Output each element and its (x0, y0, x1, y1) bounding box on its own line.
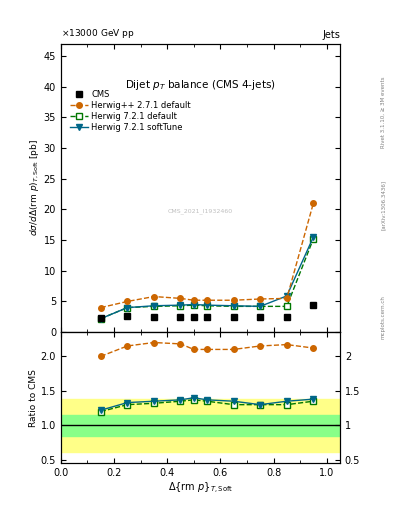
Y-axis label: Ratio to CMS: Ratio to CMS (29, 369, 38, 426)
Herwig 7.2.1 softTune (258, 303, 263, 309)
Herwig 7.2.1 default (125, 305, 130, 311)
Herwig 7.2.1 default (205, 303, 209, 309)
CMS (231, 314, 236, 320)
CMS (125, 313, 130, 319)
Herwig 7.2.1 default (311, 236, 316, 242)
Herwig++ 2.7.1 default (152, 293, 156, 300)
Bar (61, 415, 340, 436)
Herwig 7.2.1 softTune (191, 302, 196, 308)
Text: CMS_2021_I1932460: CMS_2021_I1932460 (168, 208, 233, 214)
CMS (205, 314, 209, 320)
Herwig++ 2.7.1 default (125, 298, 130, 305)
Herwig 7.2.1 default (191, 302, 196, 308)
CMS (152, 314, 156, 320)
Herwig++ 2.7.1 default (191, 297, 196, 303)
Herwig++ 2.7.1 default (205, 297, 209, 303)
Herwig++ 2.7.1 default (285, 295, 289, 302)
Text: [arXiv:1306.3436]: [arXiv:1306.3436] (381, 180, 386, 230)
Herwig 7.2.1 softTune (311, 234, 316, 240)
Line: Herwig 7.2.1 default: Herwig 7.2.1 default (98, 236, 316, 322)
Herwig++ 2.7.1 default (311, 200, 316, 206)
Text: $\times$13000 GeV pp: $\times$13000 GeV pp (61, 27, 134, 40)
Herwig 7.2.1 default (178, 303, 183, 309)
Line: CMS: CMS (97, 301, 317, 322)
Bar (61, 399, 340, 452)
Y-axis label: $d\sigma/d\Delta(\mathrm{rm}\ p)_{T,\mathrm{Soft}}$ [pb]: $d\sigma/d\Delta(\mathrm{rm}\ p)_{T,\mat… (28, 139, 41, 237)
CMS (191, 314, 196, 320)
Herwig 7.2.1 default (98, 315, 103, 322)
CMS (98, 315, 103, 321)
Herwig 7.2.1 softTune (152, 303, 156, 309)
Herwig 7.2.1 default (152, 303, 156, 309)
Line: Herwig++ 2.7.1 default: Herwig++ 2.7.1 default (98, 200, 316, 310)
Herwig 7.2.1 softTune (178, 302, 183, 308)
Legend: CMS, Herwig++ 2.7.1 default, Herwig 7.2.1 default, Herwig 7.2.1 softTune: CMS, Herwig++ 2.7.1 default, Herwig 7.2.… (68, 88, 193, 134)
Herwig 7.2.1 softTune (285, 293, 289, 299)
Herwig 7.2.1 softTune (205, 302, 209, 308)
Text: Rivet 3.1.10, ≥ 3M events: Rivet 3.1.10, ≥ 3M events (381, 77, 386, 148)
Herwig++ 2.7.1 default (258, 296, 263, 302)
Herwig++ 2.7.1 default (178, 295, 183, 302)
Text: mcplots.cern.ch: mcplots.cern.ch (381, 295, 386, 339)
Line: Herwig 7.2.1 softTune: Herwig 7.2.1 softTune (98, 234, 316, 322)
X-axis label: $\Delta\{\mathrm{rm}\ p\}_{T,\mathrm{Soft}}$: $\Delta\{\mathrm{rm}\ p\}_{T,\mathrm{Sof… (168, 481, 233, 496)
CMS (178, 314, 183, 320)
Herwig++ 2.7.1 default (98, 305, 103, 311)
Herwig++ 2.7.1 default (231, 297, 236, 303)
Herwig 7.2.1 softTune (125, 305, 130, 311)
Herwig 7.2.1 default (285, 303, 289, 309)
CMS (311, 302, 316, 308)
Herwig 7.2.1 softTune (231, 303, 236, 309)
Text: Jets: Jets (322, 30, 340, 40)
CMS (258, 314, 263, 320)
Herwig 7.2.1 default (258, 303, 263, 309)
Text: Dijet $p_T$ balance (CMS 4-jets): Dijet $p_T$ balance (CMS 4-jets) (125, 78, 276, 92)
CMS (285, 314, 289, 320)
Herwig 7.2.1 softTune (98, 315, 103, 322)
Herwig 7.2.1 default (231, 303, 236, 309)
